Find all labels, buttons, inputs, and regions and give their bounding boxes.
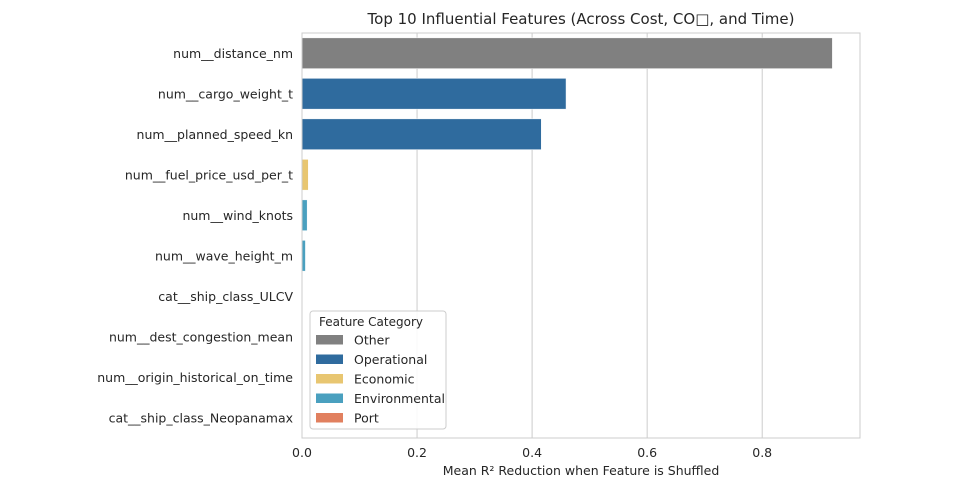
legend-swatch xyxy=(316,413,343,423)
y-tick-label: num__distance_nm xyxy=(173,46,293,61)
x-tick-label: 0.0 xyxy=(292,445,312,460)
legend-label: Economic xyxy=(354,372,415,387)
legend: Feature Category Other Operational Economi… xyxy=(309,310,447,430)
x-axis-label: Mean R² Reduction when Feature is Shuffl… xyxy=(443,463,720,478)
x-tick-label: 0.8 xyxy=(752,445,772,460)
legend-frame xyxy=(309,310,447,430)
legend-entries: Other Operational Economic Environmental Por… xyxy=(316,333,445,426)
bar xyxy=(301,240,306,272)
y-tick-label: num__cargo_weight_t xyxy=(158,86,293,101)
y-tick-label: num__wind_knots xyxy=(182,208,293,223)
legend-swatch xyxy=(316,335,343,345)
legend-title: Feature Category xyxy=(319,315,423,329)
legend-swatch xyxy=(316,393,343,403)
legend-swatch xyxy=(316,374,343,384)
bar xyxy=(301,78,567,110)
bar xyxy=(301,37,833,69)
legend-label: Environmental xyxy=(354,391,445,406)
y-tick-label: cat__ship_class_ULCV xyxy=(158,289,293,304)
legend-label: Other xyxy=(354,333,390,348)
bar xyxy=(301,118,542,150)
y-tick-label: num__wave_height_m xyxy=(155,248,293,263)
plot-frame xyxy=(301,32,861,439)
x-tick-labels: 0.0 0.2 0.4 0.6 0.8 xyxy=(292,445,772,460)
chart-title: Top 10 Influential Features (Across Cost… xyxy=(367,10,795,28)
y-tick-labels: num__distance_nm num__cargo_weight_t num__… xyxy=(97,46,293,426)
y-tick-label: num__planned_speed_kn xyxy=(137,127,293,142)
legend-swatch xyxy=(316,354,343,364)
legend-label: Operational xyxy=(354,352,427,367)
x-tick-label: 0.6 xyxy=(637,445,657,460)
y-tick-label: num__origin_historical_on_time xyxy=(97,370,293,385)
y-tick-label: cat__ship_class_Neopanamax xyxy=(109,410,293,425)
bar xyxy=(301,199,308,231)
y-tick-label: num__dest_congestion_mean xyxy=(109,329,293,344)
legend-label: Port xyxy=(354,411,379,426)
bars xyxy=(301,37,833,272)
y-tick-label: num__fuel_price_usd_per_t xyxy=(125,167,293,182)
x-tick-label: 0.4 xyxy=(522,445,542,460)
bar xyxy=(301,159,309,191)
x-tick-label: 0.2 xyxy=(407,445,427,460)
